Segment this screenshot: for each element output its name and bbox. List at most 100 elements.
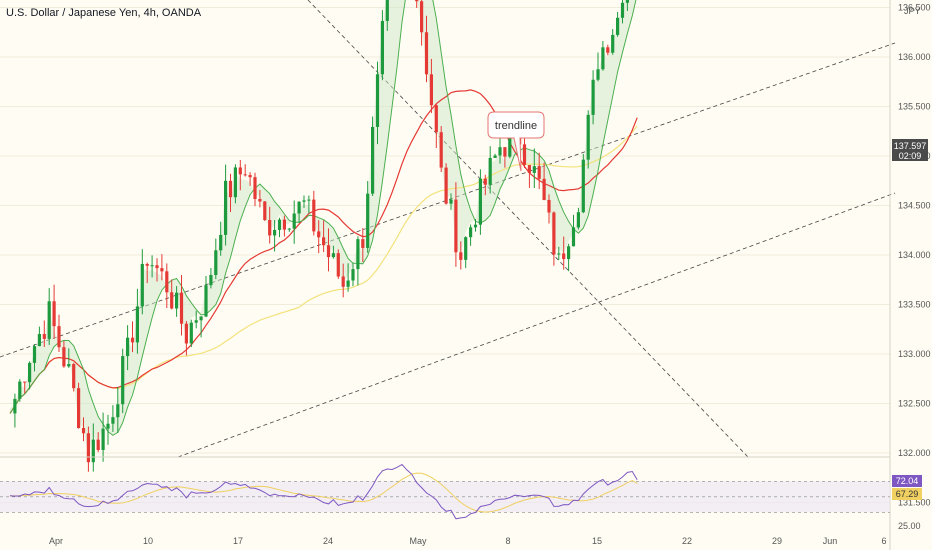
candle-body[interactable] — [57, 326, 61, 348]
candle-body[interactable] — [601, 47, 605, 70]
candle-body[interactable] — [175, 292, 179, 309]
candle-body[interactable] — [478, 178, 482, 225]
candle-body[interactable] — [42, 333, 46, 339]
candle-body[interactable] — [150, 265, 154, 267]
candle-body[interactable] — [116, 404, 120, 418]
candle-body[interactable] — [199, 316, 203, 321]
candle-body[interactable] — [145, 263, 149, 266]
dashed-trendline[interactable] — [177, 192, 896, 458]
candle-body[interactable] — [277, 219, 282, 230]
candle-body[interactable] — [258, 199, 262, 202]
candle-body[interactable] — [248, 175, 252, 178]
candle-body[interactable] — [611, 34, 615, 53]
candle-body[interactable] — [263, 201, 267, 221]
candle-body[interactable] — [488, 157, 492, 185]
candle-body[interactable] — [307, 199, 311, 201]
candle-body[interactable] — [557, 253, 561, 255]
candle-body[interactable] — [23, 381, 27, 383]
candle-body[interactable] — [13, 398, 17, 414]
candle-body[interactable] — [37, 333, 41, 347]
candle-body[interactable] — [243, 174, 247, 176]
candle-body[interactable] — [351, 269, 355, 281]
candle-body[interactable] — [47, 301, 51, 339]
candle-body[interactable] — [429, 74, 433, 106]
candle-body[interactable] — [238, 167, 242, 175]
candle-body[interactable] — [292, 213, 296, 229]
candle-body[interactable] — [454, 199, 458, 253]
candle-body[interactable] — [62, 347, 66, 367]
candle-body[interactable] — [96, 439, 100, 451]
candle-body[interactable] — [155, 265, 159, 269]
candle-body[interactable] — [81, 428, 86, 434]
candle-body[interactable] — [28, 362, 32, 383]
candle-body[interactable] — [170, 292, 174, 309]
candle-body[interactable] — [302, 200, 306, 202]
candle-body[interactable] — [273, 229, 277, 236]
candle-body[interactable] — [233, 167, 237, 198]
candle-body[interactable] — [331, 253, 335, 258]
candle-body[interactable] — [366, 193, 370, 248]
rsi-pane[interactable]: 50.0025.00 — [0, 463, 921, 532]
candle-body[interactable] — [282, 219, 286, 230]
candle-body[interactable] — [581, 159, 585, 213]
candle-body[interactable] — [473, 224, 478, 228]
candle-body[interactable] — [586, 114, 590, 160]
candle-body[interactable] — [336, 253, 340, 277]
candle-body[interactable] — [571, 227, 576, 247]
candle-body[interactable] — [18, 381, 22, 399]
candle-body[interactable] — [567, 246, 571, 260]
candle-body[interactable] — [537, 166, 541, 179]
candle-body[interactable] — [160, 268, 164, 272]
candle-body[interactable] — [356, 239, 360, 270]
candle-body[interactable] — [32, 346, 37, 363]
candle-body[interactable] — [449, 199, 453, 204]
candle-body[interactable] — [312, 199, 316, 232]
candle-body[interactable] — [527, 165, 531, 173]
candle-body[interactable] — [375, 74, 380, 127]
price-pane[interactable] — [0, 0, 896, 503]
candle-body[interactable] — [228, 180, 233, 198]
candle-body[interactable] — [121, 356, 125, 405]
time-axis[interactable]: Apr 10 17 24 May 8 15 22 29 Jun 6 — [49, 536, 887, 546]
candle-body[interactable] — [542, 178, 546, 200]
candle-body[interactable] — [326, 245, 331, 258]
candle-body[interactable] — [209, 274, 213, 286]
candle-body[interactable] — [106, 423, 110, 429]
candle-body[interactable] — [135, 306, 139, 343]
candle-body[interactable] — [493, 155, 497, 158]
candle-body[interactable] — [91, 439, 95, 463]
candle-body[interactable] — [101, 428, 105, 451]
candle-body[interactable] — [322, 237, 326, 246]
candle-body[interactable] — [380, 20, 384, 75]
candle-body[interactable] — [439, 132, 443, 168]
candle-body[interactable] — [469, 227, 473, 238]
candle-body[interactable] — [297, 201, 301, 214]
candle-body[interactable] — [111, 417, 115, 424]
candle-body[interactable] — [434, 105, 438, 133]
candle-body[interactable] — [72, 364, 76, 389]
candle-body[interactable] — [616, 17, 620, 35]
candle-body[interactable] — [620, 2, 625, 18]
trendline-callout[interactable]: trendline — [487, 111, 545, 172]
candle-body[interactable] — [317, 231, 321, 238]
candle-body[interactable] — [562, 253, 566, 260]
candle-body[interactable] — [130, 337, 135, 343]
candle-body[interactable] — [140, 263, 144, 307]
candle-body[interactable] — [625, 0, 629, 3]
candle-body[interactable] — [498, 147, 502, 156]
candle-body[interactable] — [420, 1, 424, 33]
candle-body[interactable] — [464, 237, 468, 260]
candle-body[interactable] — [444, 167, 448, 204]
candle-body[interactable] — [346, 280, 350, 287]
candle-body[interactable] — [194, 320, 198, 323]
candle-body[interactable] — [341, 276, 345, 287]
candle-body[interactable] — [591, 79, 595, 115]
candle-body[interactable] — [424, 32, 429, 75]
candle-body[interactable] — [532, 166, 536, 173]
candle-body[interactable] — [508, 130, 512, 157]
candle-body[interactable] — [287, 228, 291, 230]
candle-body[interactable] — [77, 388, 81, 429]
candle-body[interactable] — [189, 322, 193, 344]
candle-body[interactable] — [596, 69, 600, 80]
